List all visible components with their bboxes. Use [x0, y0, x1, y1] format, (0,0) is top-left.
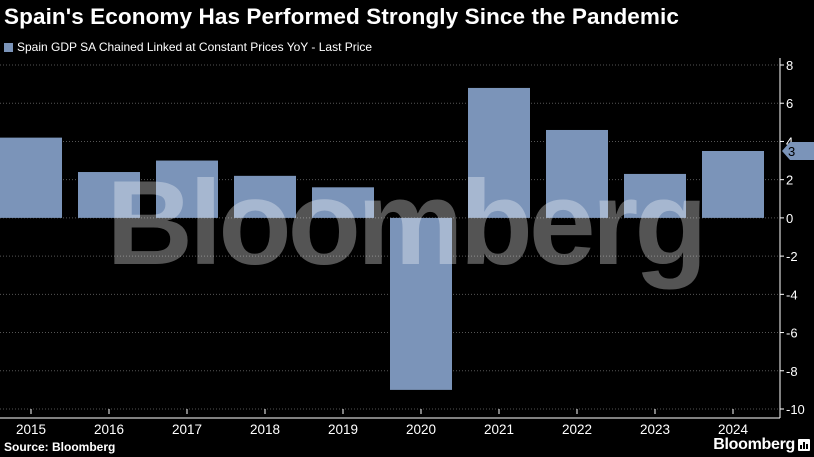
x-tick-label: 2020	[406, 422, 436, 437]
y-tick-label: -8	[786, 364, 798, 379]
bar-2016	[78, 172, 140, 218]
x-tick-label: 2016	[94, 422, 124, 437]
legend-swatch	[4, 42, 13, 52]
bar-2017	[156, 160, 218, 218]
x-tick-label: 2019	[328, 422, 358, 437]
last-price-label: 3	[788, 144, 795, 159]
brand-logo: Bloomberg	[713, 436, 810, 454]
y-tick-label: 2	[786, 173, 793, 188]
y-tick-label: -6	[786, 326, 798, 341]
bar-2019	[312, 187, 374, 218]
brand-text: Bloomberg	[713, 436, 795, 453]
x-tick-label: 2018	[250, 422, 280, 437]
y-tick-label: 0	[786, 211, 793, 226]
x-tick-label: 2017	[172, 422, 202, 437]
bar-2020	[390, 217, 452, 390]
y-tick-label: -4	[786, 287, 798, 302]
bar-2018	[234, 175, 296, 218]
bar-2022	[546, 129, 608, 218]
bar-2024	[702, 151, 764, 218]
y-tick-label: 6	[786, 96, 793, 111]
watermark-text: Bloomberg	[106, 156, 703, 290]
x-tick-label: 2015	[16, 422, 46, 437]
x-tick-label: 2022	[562, 422, 592, 437]
bar-2015	[0, 137, 62, 218]
chart-title: Spain's Economy Has Performed Strongly S…	[4, 4, 679, 29]
x-tick-label: 2023	[640, 422, 670, 437]
y-tick-label: -2	[786, 249, 798, 264]
watermark: Bloomberg	[106, 156, 707, 290]
legend-label: Spain GDP SA Chained Linked at Constant …	[17, 40, 373, 54]
bar-2023	[624, 173, 686, 218]
chart-icon	[798, 439, 810, 451]
bar-2021	[468, 87, 530, 218]
x-tick-label: 2021	[484, 422, 514, 437]
last-price-marker	[782, 142, 814, 160]
x-tick-label: 2024	[718, 422, 749, 437]
y-tick-label: 4	[786, 134, 793, 149]
y-tick-label: 8	[786, 58, 793, 73]
source-note: Source: Bloomberg	[4, 440, 116, 454]
bars	[0, 87, 764, 390]
y-tick-label: -10	[786, 402, 805, 417]
legend: Spain GDP SA Chained Linked at Constant …	[4, 40, 372, 54]
y-axis: 8 6 4 2 0 -2 -4 -6 -8 -10 3	[779, 58, 814, 418]
x-axis-labels: 2015 2016 2017 2018 2019 2020 2021 2022 2023 2024	[0, 409, 780, 437]
